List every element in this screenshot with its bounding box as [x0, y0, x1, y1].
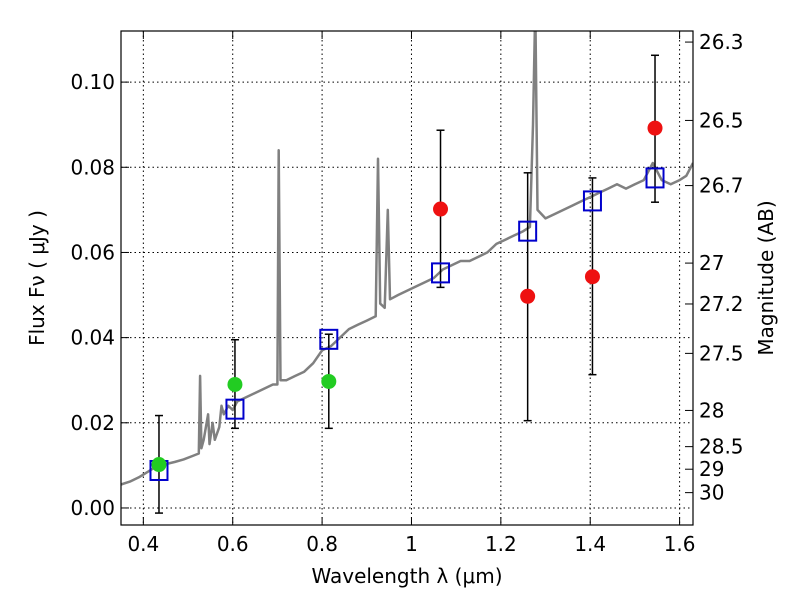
magnitude-tick-label: 28	[699, 398, 724, 422]
y-tick-label: 0.02	[70, 411, 115, 435]
model-photometry-square	[319, 328, 339, 350]
x-tick-label: 1.4	[574, 532, 606, 556]
y-tick-label: 0.08	[70, 155, 115, 179]
y-tick-label: 0.10	[70, 70, 115, 94]
x-tick-label: 0.6	[217, 532, 249, 556]
x-tick-label: 1.6	[664, 532, 696, 556]
spectrum-line	[121, 31, 693, 486]
plot-area	[121, 31, 693, 514]
y-axis-title-left: Flux Fν ( μJy )	[25, 210, 49, 346]
detection-point	[321, 373, 337, 389]
grid	[121, 31, 693, 525]
magnitude-tick-label: 27.5	[699, 341, 744, 365]
low-significance-point	[584, 269, 600, 285]
magnitude-tick-label: 26.3	[699, 30, 744, 54]
magnitude-tick-label: 26.7	[699, 174, 744, 198]
y-tick-label: 0.00	[70, 496, 115, 520]
model-photometry-square	[582, 190, 602, 212]
model-photometry-square	[225, 398, 245, 420]
magnitude-tick-label: 26.5	[699, 108, 744, 132]
plot-frame	[120, 30, 694, 526]
low-significance-point	[433, 201, 449, 217]
detection-point	[151, 457, 167, 473]
x-tick-label: 0.8	[306, 532, 338, 556]
magnitude-tick-label: 27.2	[699, 292, 744, 316]
axis-ticks: 0.4 0.6 0.8 1 1.2 1.4 1.6 0.00 0.02 0.04 0.06 0.08 0…	[70, 30, 743, 556]
magnitude-tick-label: 28.5	[699, 435, 744, 459]
x-tick-label: 1.2	[485, 532, 517, 556]
x-axis-title: Wavelength λ (μm)	[311, 564, 502, 588]
detection-point	[227, 376, 243, 392]
magnitude-tick-label: 29	[699, 457, 724, 481]
y-axis-title-right: Magnitude (AB)	[754, 200, 778, 355]
y-tick-label: 0.04	[70, 326, 115, 350]
x-tick-label: 0.4	[127, 532, 159, 556]
x-tick-label: 1	[405, 532, 418, 556]
model-photometry-square	[645, 167, 665, 189]
low-significance-point	[520, 288, 536, 304]
y-tick-label: 0.06	[70, 240, 115, 264]
magnitude-tick-label: 27	[699, 251, 724, 275]
model-photometry-square	[431, 262, 451, 284]
magnitude-tick-label: 30	[699, 481, 724, 505]
model-photometry-square	[518, 220, 538, 242]
low-significance-point	[647, 120, 663, 136]
